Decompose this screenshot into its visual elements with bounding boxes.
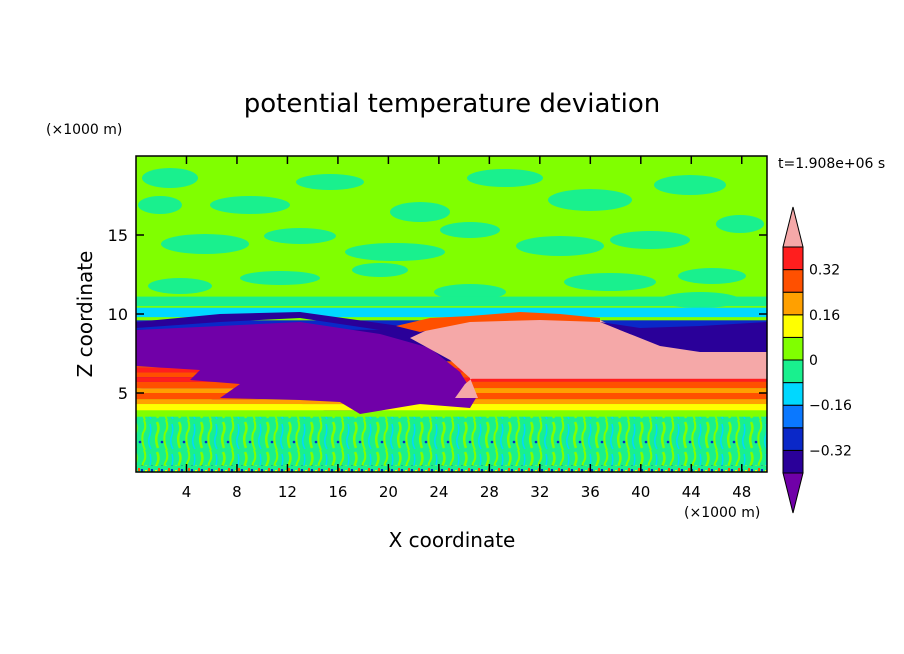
field-patch xyxy=(240,271,320,285)
y-tick-label: 15 xyxy=(108,226,128,245)
colorbar-label: −0.32 xyxy=(809,443,852,459)
field-patch xyxy=(264,228,336,244)
field-patch xyxy=(138,196,182,214)
field-warm-anomaly xyxy=(470,361,767,379)
plot-area xyxy=(136,156,767,472)
field-band xyxy=(136,296,767,307)
colorbar: 0.32 0.16 0 −0.16 −0.32 xyxy=(782,206,852,514)
field-patch xyxy=(716,215,764,233)
field-patch xyxy=(148,278,212,294)
y-axis: 5 10 15 xyxy=(108,226,767,403)
x-axis: 4 8 12 16 20 24 28 32 36 40 44 48 xyxy=(182,156,751,501)
field-patch xyxy=(654,175,726,195)
y-unit-label: (×1000 m) xyxy=(46,122,122,138)
y-axis-title: Z coordinate xyxy=(73,251,97,378)
x-axis-title: X coordinate xyxy=(389,528,516,552)
field-cold-edge xyxy=(136,312,440,344)
field-patch xyxy=(440,222,500,238)
colorbar-segment xyxy=(782,246,804,271)
field-patch xyxy=(345,243,445,261)
field-patch xyxy=(434,284,506,300)
x-tick-label: 4 xyxy=(182,483,192,501)
field-patch xyxy=(210,196,290,214)
field-patch xyxy=(296,174,364,190)
field-patch xyxy=(564,273,656,291)
x-tick-label: 8 xyxy=(232,483,242,501)
colorbar-segment xyxy=(782,404,804,429)
colorbar-label: 0 xyxy=(809,353,818,369)
chart-title: potential temperature deviation xyxy=(244,89,660,119)
x-tick-label: 44 xyxy=(682,483,701,501)
x-tick-label: 28 xyxy=(480,483,499,501)
colorbar-segment xyxy=(782,269,804,293)
colorbar-segment xyxy=(782,336,804,361)
field-warm-stripe xyxy=(136,410,767,417)
colorbar-segment xyxy=(782,359,804,384)
field-patch xyxy=(390,202,450,222)
field-patch xyxy=(548,189,632,211)
field-patch xyxy=(352,263,408,277)
x-tick-label: 12 xyxy=(278,483,297,501)
x-tick-label: 24 xyxy=(429,483,448,501)
time-label: t=1.908e+06 s xyxy=(778,156,885,172)
field-warm-stripe xyxy=(136,404,767,411)
field-cold-core xyxy=(136,322,476,414)
field-warm-anomaly xyxy=(410,316,767,398)
field-patch xyxy=(161,234,249,254)
colorbar-label: 0.16 xyxy=(809,308,840,324)
colorbar-segment xyxy=(782,314,804,338)
x-unit-label: (×1000 m) xyxy=(684,505,760,521)
field-boundary-layer xyxy=(136,416,767,466)
field-cold-right xyxy=(600,322,767,350)
colorbar-segment xyxy=(782,449,804,474)
y-tick-label: 10 xyxy=(108,305,128,324)
field-patch xyxy=(142,168,198,188)
field-warm-edge xyxy=(396,312,600,332)
x-tick-label: 20 xyxy=(379,483,398,501)
field-patch xyxy=(467,169,543,187)
field-patch xyxy=(678,268,746,284)
field-patch xyxy=(610,231,690,249)
x-tick-label: 48 xyxy=(732,483,751,501)
field-patch xyxy=(516,236,604,256)
colorbar-segment xyxy=(782,427,804,451)
field-warm-stripe xyxy=(136,361,767,368)
colorbar-segment xyxy=(782,291,804,316)
y-tick-label: 5 xyxy=(118,384,128,403)
field-surface-layer xyxy=(136,465,767,472)
x-tick-label: 40 xyxy=(631,483,650,501)
colorbar-bottom-arrow xyxy=(782,472,804,514)
colorbar-segment xyxy=(782,382,804,406)
colorbar-label: −0.16 xyxy=(809,398,852,414)
field-band xyxy=(136,307,767,318)
colorbar-top-arrow xyxy=(782,206,804,248)
x-tick-label: 16 xyxy=(328,483,347,501)
colorbar-label: 0.32 xyxy=(809,263,840,279)
x-tick-label: 32 xyxy=(530,483,549,501)
x-tick-label: 36 xyxy=(581,483,600,501)
